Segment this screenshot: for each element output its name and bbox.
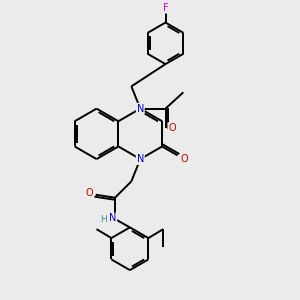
Text: H: H [100,214,107,224]
Text: O: O [180,154,188,164]
Text: N: N [136,103,144,114]
Text: N: N [109,214,116,224]
Text: O: O [85,188,93,198]
Text: O: O [168,123,176,133]
Text: N: N [136,154,144,164]
Text: F: F [163,3,168,13]
